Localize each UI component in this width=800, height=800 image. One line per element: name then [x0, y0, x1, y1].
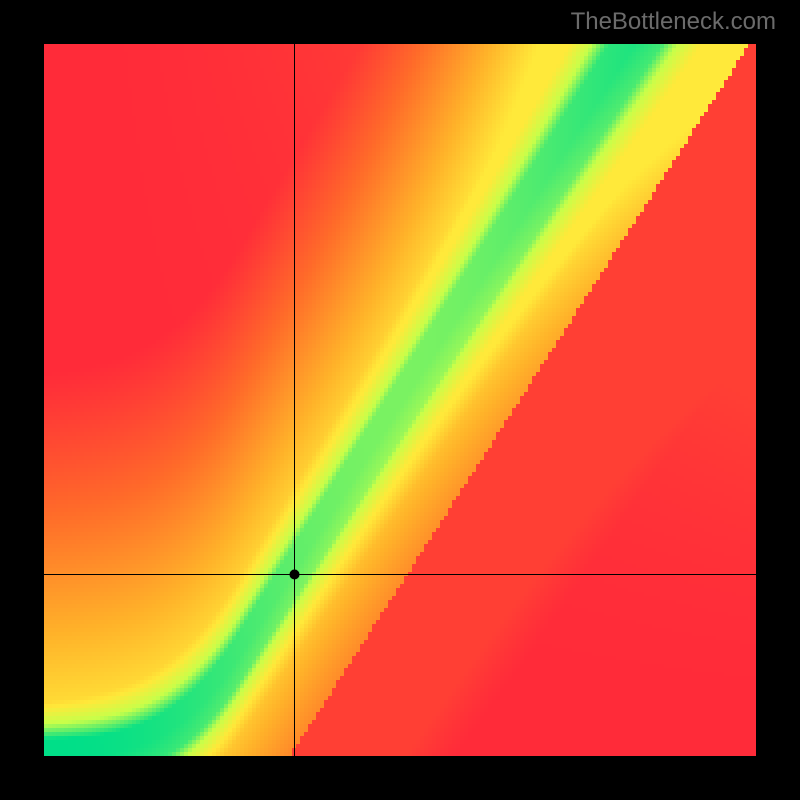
- watermark-label: TheBottleneck.com: [571, 8, 776, 36]
- bottleneck-heatmap: [44, 44, 756, 756]
- chart-container: TheBottleneck.com: [0, 0, 800, 800]
